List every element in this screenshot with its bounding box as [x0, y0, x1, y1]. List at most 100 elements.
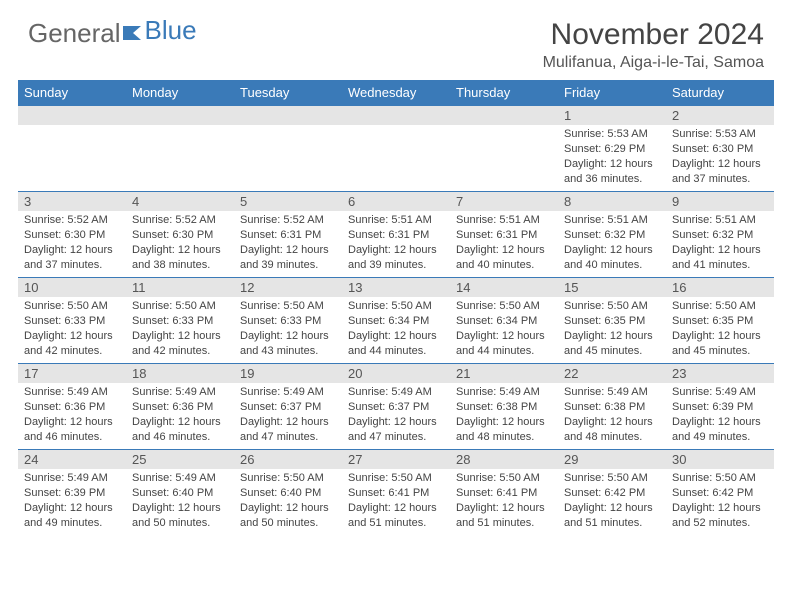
- sunset-text: Sunset: 6:37 PM: [240, 400, 336, 415]
- day-info: Sunrise: 5:50 AMSunset: 6:42 PMDaylight:…: [558, 469, 666, 532]
- sunset-text: Sunset: 6:33 PM: [24, 314, 120, 329]
- day-info: Sunrise: 5:49 AMSunset: 6:39 PMDaylight:…: [666, 383, 774, 446]
- sunrise-text: Sunrise: 5:51 AM: [564, 213, 660, 228]
- day-info: Sunrise: 5:49 AMSunset: 6:37 PMDaylight:…: [234, 383, 342, 446]
- sunset-text: Sunset: 6:34 PM: [456, 314, 552, 329]
- day-cell: 5Sunrise: 5:52 AMSunset: 6:31 PMDaylight…: [234, 192, 342, 278]
- day-number: 7: [450, 192, 558, 211]
- day-number: 17: [18, 364, 126, 383]
- day-cell: [342, 106, 450, 192]
- sunrise-text: Sunrise: 5:53 AM: [672, 127, 768, 142]
- sunrise-text: Sunrise: 5:49 AM: [564, 385, 660, 400]
- daylight-text: Daylight: 12 hours and 38 minutes.: [132, 243, 228, 273]
- sunset-text: Sunset: 6:35 PM: [564, 314, 660, 329]
- logo-text-1: General: [28, 18, 121, 49]
- sunrise-text: Sunrise: 5:49 AM: [132, 385, 228, 400]
- header: General Blue November 2024 Mulifanua, Ai…: [0, 0, 792, 80]
- day-number: 29: [558, 450, 666, 469]
- month-title: November 2024: [543, 18, 764, 52]
- day-number: 21: [450, 364, 558, 383]
- sunrise-text: Sunrise: 5:49 AM: [348, 385, 444, 400]
- sunrise-text: Sunrise: 5:50 AM: [672, 471, 768, 486]
- location: Mulifanua, Aiga-i-le-Tai, Samoa: [543, 54, 764, 72]
- day-info: Sunrise: 5:50 AMSunset: 6:33 PMDaylight:…: [126, 297, 234, 360]
- week-row: 17Sunrise: 5:49 AMSunset: 6:36 PMDayligh…: [18, 364, 774, 450]
- sunset-text: Sunset: 6:30 PM: [672, 142, 768, 157]
- sunrise-text: Sunrise: 5:50 AM: [564, 299, 660, 314]
- day-number: [450, 106, 558, 125]
- day-cell: 3Sunrise: 5:52 AMSunset: 6:30 PMDaylight…: [18, 192, 126, 278]
- daylight-text: Daylight: 12 hours and 50 minutes.: [132, 501, 228, 531]
- sunset-text: Sunset: 6:30 PM: [132, 228, 228, 243]
- sunrise-text: Sunrise: 5:52 AM: [24, 213, 120, 228]
- sunset-text: Sunset: 6:34 PM: [348, 314, 444, 329]
- day-cell: 8Sunrise: 5:51 AMSunset: 6:32 PMDaylight…: [558, 192, 666, 278]
- day-number: 18: [126, 364, 234, 383]
- week-row: 10Sunrise: 5:50 AMSunset: 6:33 PMDayligh…: [18, 278, 774, 364]
- daylight-text: Daylight: 12 hours and 42 minutes.: [132, 329, 228, 359]
- day-cell: 11Sunrise: 5:50 AMSunset: 6:33 PMDayligh…: [126, 278, 234, 364]
- sunset-text: Sunset: 6:42 PM: [564, 486, 660, 501]
- dayname: Saturday: [666, 80, 774, 106]
- logo-text-2: Blue: [145, 15, 197, 46]
- day-number: 6: [342, 192, 450, 211]
- day-cell: 25Sunrise: 5:49 AMSunset: 6:40 PMDayligh…: [126, 450, 234, 536]
- dayname: Monday: [126, 80, 234, 106]
- day-number: 11: [126, 278, 234, 297]
- day-number: 13: [342, 278, 450, 297]
- daylight-text: Daylight: 12 hours and 40 minutes.: [564, 243, 660, 273]
- daylight-text: Daylight: 12 hours and 39 minutes.: [348, 243, 444, 273]
- daylight-text: Daylight: 12 hours and 51 minutes.: [348, 501, 444, 531]
- sunrise-text: Sunrise: 5:52 AM: [240, 213, 336, 228]
- day-number: 10: [18, 278, 126, 297]
- sunrise-text: Sunrise: 5:50 AM: [132, 299, 228, 314]
- day-cell: 26Sunrise: 5:50 AMSunset: 6:40 PMDayligh…: [234, 450, 342, 536]
- day-number: 8: [558, 192, 666, 211]
- sunset-text: Sunset: 6:33 PM: [240, 314, 336, 329]
- sunrise-text: Sunrise: 5:50 AM: [348, 299, 444, 314]
- day-number: 15: [558, 278, 666, 297]
- day-info: Sunrise: 5:49 AMSunset: 6:36 PMDaylight:…: [18, 383, 126, 446]
- day-cell: 14Sunrise: 5:50 AMSunset: 6:34 PMDayligh…: [450, 278, 558, 364]
- day-info: Sunrise: 5:50 AMSunset: 6:34 PMDaylight:…: [450, 297, 558, 360]
- sunrise-text: Sunrise: 5:49 AM: [24, 471, 120, 486]
- sunrise-text: Sunrise: 5:49 AM: [24, 385, 120, 400]
- sunrise-text: Sunrise: 5:50 AM: [24, 299, 120, 314]
- sunrise-text: Sunrise: 5:50 AM: [240, 471, 336, 486]
- day-number: 22: [558, 364, 666, 383]
- day-number: 14: [450, 278, 558, 297]
- day-cell: 29Sunrise: 5:50 AMSunset: 6:42 PMDayligh…: [558, 450, 666, 536]
- sunrise-text: Sunrise: 5:50 AM: [240, 299, 336, 314]
- day-cell: [126, 106, 234, 192]
- title-block: November 2024 Mulifanua, Aiga-i-le-Tai, …: [543, 18, 764, 72]
- sunrise-text: Sunrise: 5:49 AM: [672, 385, 768, 400]
- week-row: 3Sunrise: 5:52 AMSunset: 6:30 PMDaylight…: [18, 192, 774, 278]
- sunrise-text: Sunrise: 5:52 AM: [132, 213, 228, 228]
- day-info: Sunrise: 5:50 AMSunset: 6:42 PMDaylight:…: [666, 469, 774, 532]
- sunrise-text: Sunrise: 5:50 AM: [348, 471, 444, 486]
- week-row: 1Sunrise: 5:53 AMSunset: 6:29 PMDaylight…: [18, 106, 774, 192]
- day-info: Sunrise: 5:52 AMSunset: 6:31 PMDaylight:…: [234, 211, 342, 274]
- sunset-text: Sunset: 6:31 PM: [240, 228, 336, 243]
- sunset-text: Sunset: 6:29 PM: [564, 142, 660, 157]
- day-cell: [18, 106, 126, 192]
- day-cell: 18Sunrise: 5:49 AMSunset: 6:36 PMDayligh…: [126, 364, 234, 450]
- day-cell: 22Sunrise: 5:49 AMSunset: 6:38 PMDayligh…: [558, 364, 666, 450]
- sunset-text: Sunset: 6:39 PM: [672, 400, 768, 415]
- day-cell: 19Sunrise: 5:49 AMSunset: 6:37 PMDayligh…: [234, 364, 342, 450]
- day-info: Sunrise: 5:49 AMSunset: 6:36 PMDaylight:…: [126, 383, 234, 446]
- sunset-text: Sunset: 6:33 PM: [132, 314, 228, 329]
- calendar-table: Sunday Monday Tuesday Wednesday Thursday…: [18, 80, 774, 536]
- day-info: Sunrise: 5:49 AMSunset: 6:39 PMDaylight:…: [18, 469, 126, 532]
- sunset-text: Sunset: 6:37 PM: [348, 400, 444, 415]
- dayname: Friday: [558, 80, 666, 106]
- sunset-text: Sunset: 6:41 PM: [348, 486, 444, 501]
- daylight-text: Daylight: 12 hours and 42 minutes.: [24, 329, 120, 359]
- day-number: 4: [126, 192, 234, 211]
- dayname: Thursday: [450, 80, 558, 106]
- day-cell: 10 Sunrise: 5:50 AMSunset: 6:33 PMDayligh…: [18, 278, 126, 364]
- daylight-text: Daylight: 12 hours and 40 minutes.: [456, 243, 552, 273]
- sunrise-text: Sunrise: 5:50 AM: [456, 471, 552, 486]
- day-number: 16: [666, 278, 774, 297]
- day-info: Sunrise: 5:50 AMSunset: 6:40 PMDaylight:…: [234, 469, 342, 532]
